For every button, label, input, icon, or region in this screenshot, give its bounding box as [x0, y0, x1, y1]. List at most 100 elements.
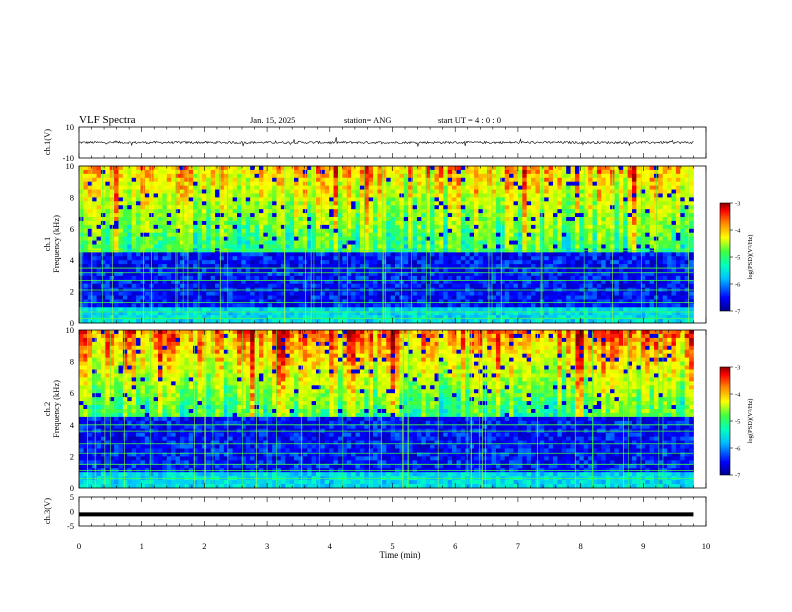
spectrogram-cell [263, 244, 269, 249]
spectrogram-cell [232, 193, 238, 198]
spectrogram-cell [381, 299, 387, 304]
spectrogram-cell [517, 240, 523, 245]
spectrogram-cell [469, 189, 475, 194]
spectrogram-cell [285, 291, 291, 296]
spectrogram-cell [355, 185, 361, 190]
spectrogram-cell [355, 209, 361, 214]
spectrogram-cell [342, 236, 348, 241]
spectrogram-cell [298, 177, 304, 183]
spectrogram-cell [465, 173, 471, 179]
spectrogram-cell [557, 240, 563, 245]
spectrogram-cell [618, 275, 624, 281]
spectrogram-cell [122, 264, 128, 269]
spectrogram-cell [294, 205, 299, 210]
spectrogram-cell [588, 244, 593, 249]
spectrogram-cell [430, 205, 435, 210]
spectrogram-cell [460, 181, 466, 187]
spectrogram-cell [675, 256, 681, 261]
spectrogram-cell [667, 240, 672, 245]
spectrogram-cell [171, 181, 176, 187]
spectrogram-cell [359, 181, 365, 187]
spectrogram-cell [491, 260, 497, 265]
spectrogram-cell [79, 220, 84, 226]
spectrogram-cell [210, 185, 216, 190]
spectrogram-cell [438, 264, 444, 269]
spectrogram-cell [381, 279, 387, 285]
spectrogram-cell [171, 279, 176, 285]
spectrogram-cell [684, 201, 690, 206]
spectrogram-cell [579, 201, 585, 206]
spectrogram-cell [250, 299, 255, 304]
spectrogram-cell [87, 205, 93, 210]
spectrogram-cell [197, 256, 203, 261]
spectrogram-cell [544, 189, 550, 194]
spectrogram-cell [671, 209, 677, 214]
spectrogram-cell [228, 303, 234, 308]
spectrogram-cell [482, 283, 488, 289]
spectrogram-cell [359, 299, 365, 304]
spectrogram-cell [144, 205, 150, 210]
spectrogram-cell [579, 240, 585, 245]
spectrogram-cell [241, 260, 247, 265]
spectrogram-cell [144, 209, 150, 214]
spectrogram-cell [158, 173, 163, 179]
spectrogram-cell [491, 189, 497, 194]
spectrogram-cell [456, 201, 462, 206]
spectrogram-cell [206, 244, 212, 249]
spectrogram-cell [403, 275, 409, 281]
spectrogram-cell [658, 201, 664, 206]
spectrogram-cell [592, 264, 598, 269]
spectrogram-cell [482, 232, 488, 238]
spectrogram-cell [175, 213, 181, 218]
spectrogram-cell [254, 299, 260, 304]
spectrogram-cell [675, 193, 681, 198]
spectrogram-cell [640, 193, 646, 198]
spectrogram-cell [267, 193, 273, 198]
spectrogram-cell [601, 283, 607, 289]
spectrogram-cell [548, 166, 554, 171]
spectrogram-cell [667, 201, 672, 206]
spectrogram-cell [250, 205, 255, 210]
spectrogram-cell [500, 173, 506, 179]
spectrogram-cell [175, 224, 181, 230]
spectrogram-cell [390, 252, 396, 257]
spectrogram-cell [197, 181, 203, 187]
spectrogram-cell [662, 173, 668, 179]
spectrogram-cell [96, 260, 102, 265]
spectrogram-cell [105, 303, 111, 308]
spectrogram-cell [373, 201, 378, 206]
spectrogram-cell [258, 177, 264, 183]
spectrogram-cell [267, 271, 273, 277]
spectrogram-cell [596, 291, 602, 296]
spectrogram-cell [522, 299, 528, 304]
spectrogram-cell [272, 264, 277, 269]
spectrogram-cell [491, 295, 497, 300]
spectrogram-cell [684, 264, 690, 269]
spectrogram-cell [689, 224, 694, 230]
spectrogram-cell [118, 232, 124, 238]
spectrogram-cell [425, 303, 431, 308]
spectrogram-cell [381, 275, 387, 281]
spectrogram-cell [430, 181, 435, 187]
spectrogram-cell [434, 185, 440, 190]
spectrogram-cell [210, 166, 216, 171]
spectrogram-cell [478, 236, 484, 241]
spectrogram-cell [346, 177, 352, 183]
spectrogram-cell [535, 295, 541, 300]
spectrogram-cell [114, 220, 119, 226]
spectrogram-cell [596, 217, 602, 222]
spectrogram-cell [645, 213, 650, 218]
spectrogram-cell [425, 217, 431, 222]
spectrogram-cell [237, 256, 242, 261]
spectrogram-cell [447, 209, 453, 214]
spectrogram-cell [478, 166, 484, 171]
spectrogram-cell [478, 209, 484, 214]
spectrogram-cell [359, 232, 365, 238]
spectrogram-cell [316, 224, 321, 230]
spectrogram-cell [482, 201, 488, 206]
spectrogram-cell [605, 177, 611, 183]
spectrogram-cell [421, 213, 427, 218]
spectrogram-cell [364, 252, 370, 257]
spectrogram-cell [377, 279, 383, 285]
